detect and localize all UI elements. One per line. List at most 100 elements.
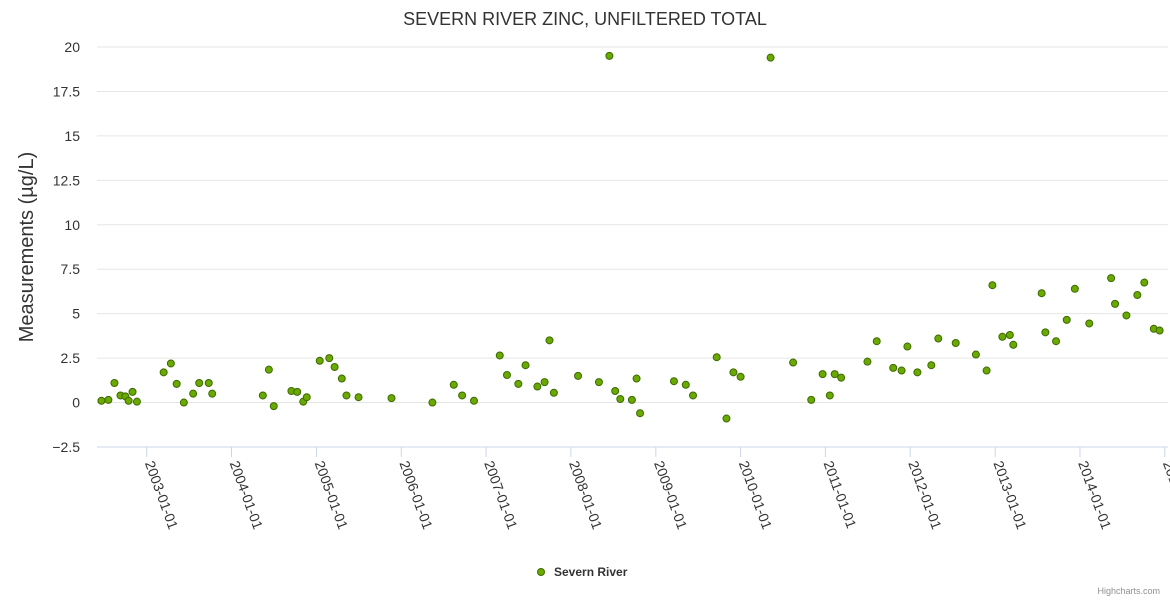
data-point[interactable] xyxy=(264,365,273,374)
data-point[interactable] xyxy=(337,374,346,383)
data-point[interactable] xyxy=(632,374,641,383)
data-point[interactable] xyxy=(502,371,511,379)
data-point[interactable] xyxy=(889,363,898,372)
data-point[interactable] xyxy=(469,396,478,405)
data-point[interactable] xyxy=(934,334,943,343)
data-point[interactable] xyxy=(1111,299,1120,308)
data-point[interactable] xyxy=(636,409,645,418)
data-point[interactable] xyxy=(315,356,324,365)
data-point[interactable] xyxy=(204,379,213,387)
data-point[interactable] xyxy=(195,379,204,387)
data-point[interactable] xyxy=(913,368,922,377)
legend-marker[interactable] xyxy=(537,568,545,576)
data-point[interactable] xyxy=(627,395,636,404)
data-point[interactable] xyxy=(449,380,458,389)
data-point[interactable] xyxy=(681,380,690,389)
legend-item-severn-river[interactable]: Severn River xyxy=(554,565,628,579)
data-point[interactable] xyxy=(342,391,351,400)
data-point[interactable] xyxy=(208,389,217,398)
data-point[interactable] xyxy=(736,372,745,381)
data-point[interactable] xyxy=(837,373,846,382)
data-point[interactable] xyxy=(1085,319,1094,328)
data-point[interactable] xyxy=(302,393,311,402)
data-point[interactable] xyxy=(1041,328,1050,337)
chart-title: SEVERN RIVER ZINC, UNFILTERED TOTAL xyxy=(403,9,767,29)
series-severn-river xyxy=(97,51,1164,423)
y-axis: −2.5 0 2.5 5 7.5 10 12.5 15 17.5 20 xyxy=(52,39,80,455)
data-point[interactable] xyxy=(533,382,542,391)
credits-link[interactable]: Highcharts.com xyxy=(1097,586,1160,596)
data-point[interactable] xyxy=(293,387,302,396)
data-point[interactable] xyxy=(458,391,467,400)
data-point[interactable] xyxy=(1005,331,1014,339)
data-point[interactable] xyxy=(330,363,339,371)
data-point[interactable] xyxy=(971,350,980,359)
data-point[interactable] xyxy=(982,366,991,375)
y-tick-label: 12.5 xyxy=(53,172,80,188)
data-point[interactable] xyxy=(872,337,881,346)
data-point[interactable] xyxy=(1009,340,1018,349)
data-point[interactable] xyxy=(903,342,912,351)
data-point[interactable] xyxy=(605,51,614,60)
data-point[interactable] xyxy=(669,377,678,386)
data-point[interactable] xyxy=(1070,284,1079,293)
data-point[interactable] xyxy=(325,354,334,363)
data-point[interactable] xyxy=(766,53,775,62)
data-point[interactable] xyxy=(616,395,625,403)
data-point[interactable] xyxy=(689,391,698,400)
y-tick-label: 20 xyxy=(64,39,80,55)
data-point[interactable] xyxy=(387,394,396,403)
data-point[interactable] xyxy=(179,398,188,407)
data-point[interactable] xyxy=(189,389,198,398)
data-point[interactable] xyxy=(172,379,181,388)
data-point[interactable] xyxy=(1037,289,1046,298)
data-point[interactable] xyxy=(1133,291,1142,299)
data-point[interactable] xyxy=(514,379,523,388)
data-point[interactable] xyxy=(545,336,554,345)
data-point[interactable] xyxy=(132,397,141,406)
data-point[interactable] xyxy=(927,361,936,370)
data-point[interactable] xyxy=(124,396,133,405)
data-point[interactable] xyxy=(897,366,906,375)
data-point[interactable] xyxy=(951,339,960,347)
data-point[interactable] xyxy=(1107,274,1116,283)
y-axis-title: Measurements (µg/L) xyxy=(16,152,38,342)
data-point[interactable] xyxy=(830,370,839,379)
data-point[interactable] xyxy=(104,395,113,404)
data-point[interactable] xyxy=(1155,326,1164,335)
data-point[interactable] xyxy=(825,391,834,400)
y-tick-label: 0 xyxy=(72,395,80,411)
data-point[interactable] xyxy=(258,391,267,400)
data-point[interactable] xyxy=(1062,315,1071,324)
data-point[interactable] xyxy=(110,379,119,387)
data-point[interactable] xyxy=(998,332,1007,341)
data-point[interactable] xyxy=(594,378,603,387)
data-point[interactable] xyxy=(789,358,798,367)
data-point[interactable] xyxy=(863,357,872,366)
data-point[interactable] xyxy=(128,387,137,396)
data-point[interactable] xyxy=(1122,311,1131,320)
data-point[interactable] xyxy=(428,398,437,407)
data-point[interactable] xyxy=(97,396,106,405)
data-point[interactable] xyxy=(549,388,558,397)
data-point[interactable] xyxy=(269,402,278,411)
data-point[interactable] xyxy=(521,361,530,370)
data-point[interactable] xyxy=(354,393,363,402)
data-point[interactable] xyxy=(712,353,721,362)
x-tick-label: 2004-01-01 xyxy=(227,459,267,532)
data-point[interactable] xyxy=(988,281,997,290)
data-point[interactable] xyxy=(729,368,738,377)
data-point[interactable] xyxy=(818,370,827,379)
data-point[interactable] xyxy=(574,371,583,380)
data-point[interactable] xyxy=(722,414,731,423)
data-point[interactable] xyxy=(540,378,549,387)
data-point[interactable] xyxy=(807,395,816,404)
data-point[interactable] xyxy=(1140,278,1149,287)
y-tick-label: 17.5 xyxy=(53,83,80,99)
data-point[interactable] xyxy=(166,359,175,368)
data-point[interactable] xyxy=(1052,337,1061,346)
legend[interactable]: Severn River xyxy=(537,565,628,579)
data-point[interactable] xyxy=(495,351,504,360)
data-point[interactable] xyxy=(611,387,620,395)
data-point[interactable] xyxy=(159,368,168,377)
